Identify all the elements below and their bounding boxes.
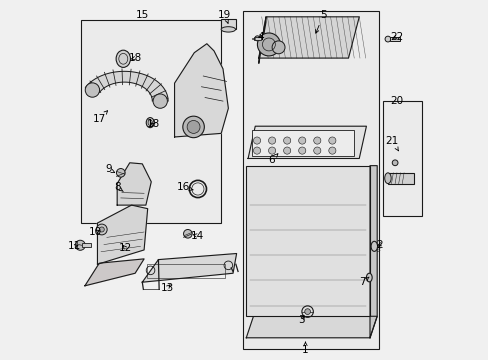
Circle shape (283, 137, 290, 144)
Text: 12: 12 (119, 243, 132, 253)
Ellipse shape (148, 120, 152, 126)
Text: 18: 18 (128, 53, 142, 63)
Circle shape (298, 147, 305, 154)
Polygon shape (247, 126, 366, 158)
Text: 13: 13 (161, 283, 174, 293)
Ellipse shape (146, 118, 154, 128)
Polygon shape (85, 71, 168, 101)
Circle shape (183, 116, 204, 138)
Circle shape (271, 41, 285, 54)
Bar (382, 101, 421, 216)
Polygon shape (258, 17, 359, 58)
Text: 6: 6 (267, 154, 277, 165)
Text: 17: 17 (92, 111, 107, 124)
Circle shape (328, 147, 335, 154)
Polygon shape (117, 163, 151, 205)
Polygon shape (97, 205, 147, 264)
Circle shape (85, 83, 100, 97)
Bar (389, 37, 400, 41)
Circle shape (313, 147, 320, 154)
Ellipse shape (384, 36, 390, 42)
Circle shape (99, 227, 104, 232)
Text: 7: 7 (359, 277, 368, 287)
Circle shape (298, 137, 305, 144)
Text: 8: 8 (114, 182, 123, 192)
Bar (242, 12, 378, 348)
Text: 11: 11 (67, 241, 81, 251)
Ellipse shape (384, 173, 390, 184)
Polygon shape (174, 44, 228, 137)
Text: 19: 19 (218, 10, 231, 23)
Circle shape (304, 309, 310, 315)
Circle shape (116, 168, 125, 177)
Bar (147, 264, 224, 278)
Circle shape (257, 33, 280, 56)
Circle shape (283, 147, 290, 154)
Polygon shape (142, 253, 236, 282)
Polygon shape (246, 316, 376, 338)
Polygon shape (85, 259, 144, 286)
Circle shape (183, 229, 192, 238)
Text: 22: 22 (389, 32, 403, 41)
Text: 10: 10 (89, 227, 102, 237)
Circle shape (253, 147, 260, 154)
Bar (221, 19, 235, 30)
Ellipse shape (221, 27, 235, 32)
Circle shape (96, 224, 107, 235)
Polygon shape (258, 17, 265, 63)
Text: 9: 9 (105, 164, 114, 174)
Ellipse shape (391, 160, 397, 166)
Ellipse shape (254, 36, 260, 41)
Circle shape (187, 121, 200, 134)
Text: 14: 14 (190, 231, 203, 240)
Bar (253, 37, 261, 40)
Circle shape (153, 94, 167, 108)
Bar (251, 130, 353, 156)
Text: 2: 2 (376, 239, 383, 249)
Circle shape (268, 147, 275, 154)
Ellipse shape (370, 241, 377, 251)
Ellipse shape (116, 50, 130, 67)
Bar (81, 21, 221, 223)
Circle shape (253, 137, 260, 144)
Text: 18: 18 (146, 120, 160, 129)
Circle shape (75, 240, 85, 250)
Bar (81, 243, 90, 247)
Bar (387, 173, 413, 184)
Text: 1: 1 (302, 342, 308, 355)
Text: 15: 15 (135, 10, 149, 20)
Polygon shape (369, 166, 376, 338)
Text: 16: 16 (177, 182, 193, 192)
Text: 21: 21 (385, 136, 398, 151)
Circle shape (313, 137, 320, 144)
Text: 4: 4 (257, 32, 264, 41)
Text: 3: 3 (298, 315, 305, 325)
Circle shape (268, 137, 275, 144)
Ellipse shape (366, 273, 371, 282)
Bar (246, 166, 369, 316)
Circle shape (328, 137, 335, 144)
Text: 20: 20 (389, 96, 402, 106)
Text: 5: 5 (315, 10, 326, 33)
